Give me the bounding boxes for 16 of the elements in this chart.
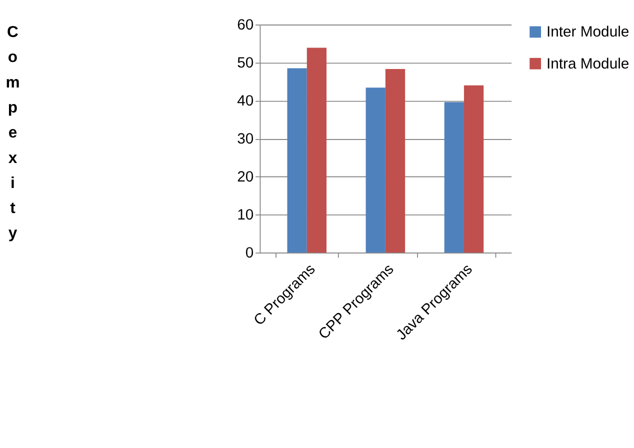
- y-tick-label: 50: [237, 56, 254, 72]
- y-tick-label: 20: [237, 170, 254, 186]
- bar: [385, 69, 406, 253]
- bar: [366, 88, 386, 253]
- y-tick-label: 10: [237, 208, 254, 224]
- bar: [287, 68, 307, 253]
- bar: [444, 102, 464, 253]
- y-tick-label: 60: [237, 18, 254, 34]
- legend-label: Inter Module: [546, 24, 630, 41]
- legend-label: Intra Module: [546, 56, 630, 72]
- text: Compexity: [6, 24, 20, 242]
- bar: [464, 85, 484, 253]
- bar: [306, 48, 327, 253]
- y-tick-label: 0: [245, 246, 254, 262]
- y-tick-label: 40: [237, 94, 254, 110]
- y-tick-label: 30: [237, 132, 254, 148]
